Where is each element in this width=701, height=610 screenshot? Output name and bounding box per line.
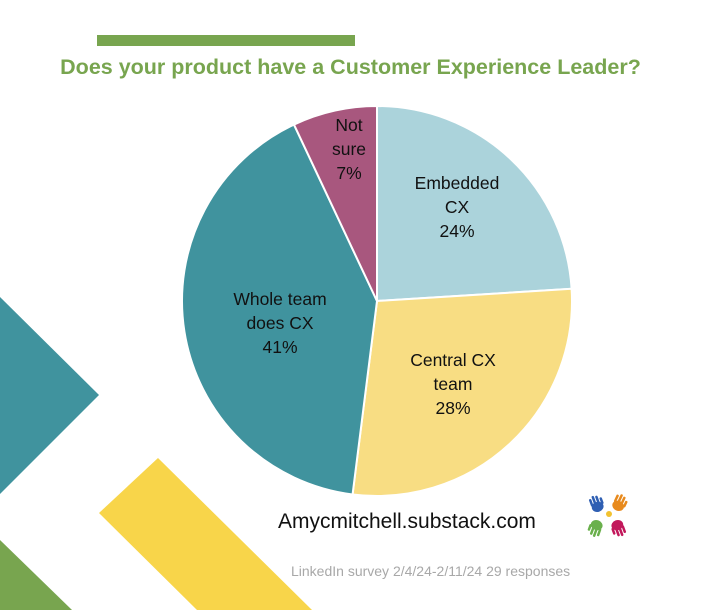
title-accent-bar (97, 35, 355, 46)
slice-label-3: Whole team does CX 41% (233, 289, 326, 357)
slice-label-line: Not (335, 115, 362, 135)
slice-label-line: sure (332, 139, 366, 159)
green-corner-shape (0, 540, 72, 610)
pie-slice-2 (351, 287, 573, 497)
yellow-stripe-shape (99, 458, 312, 610)
slice-label-line: CX (445, 197, 470, 217)
slice-label-line: 28% (435, 398, 470, 418)
colorful-hands-logo (583, 490, 633, 540)
slice-label-line: 41% (262, 337, 297, 357)
website-label: Amycmitchell.substack.com (278, 510, 536, 533)
pie-slice-3 (181, 123, 379, 496)
slice-label-line: Whole team (233, 289, 326, 309)
teal-triangle-shape (0, 297, 99, 494)
slice-label-line: 24% (439, 221, 474, 241)
slice-label-line: 7% (336, 163, 361, 183)
slice-label-1: Embedded CX 24% (415, 173, 500, 241)
slice-label-line: Embedded (415, 173, 500, 193)
slice-label-line: does CX (246, 313, 313, 333)
survey-note: LinkedIn survey 2/4/24-2/11/24 29 respon… (291, 563, 571, 579)
pie-slice-4 (292, 104, 378, 302)
slice-label-2: Central CX team 28% (410, 350, 496, 418)
chart-title: Does your product have a Customer Experi… (60, 55, 641, 79)
slice-label-4: Not sure 7% (332, 115, 366, 183)
pie-slice-1 (376, 104, 573, 303)
slice-label-line: Central CX (410, 350, 496, 370)
slice-label-line: team (434, 374, 473, 394)
